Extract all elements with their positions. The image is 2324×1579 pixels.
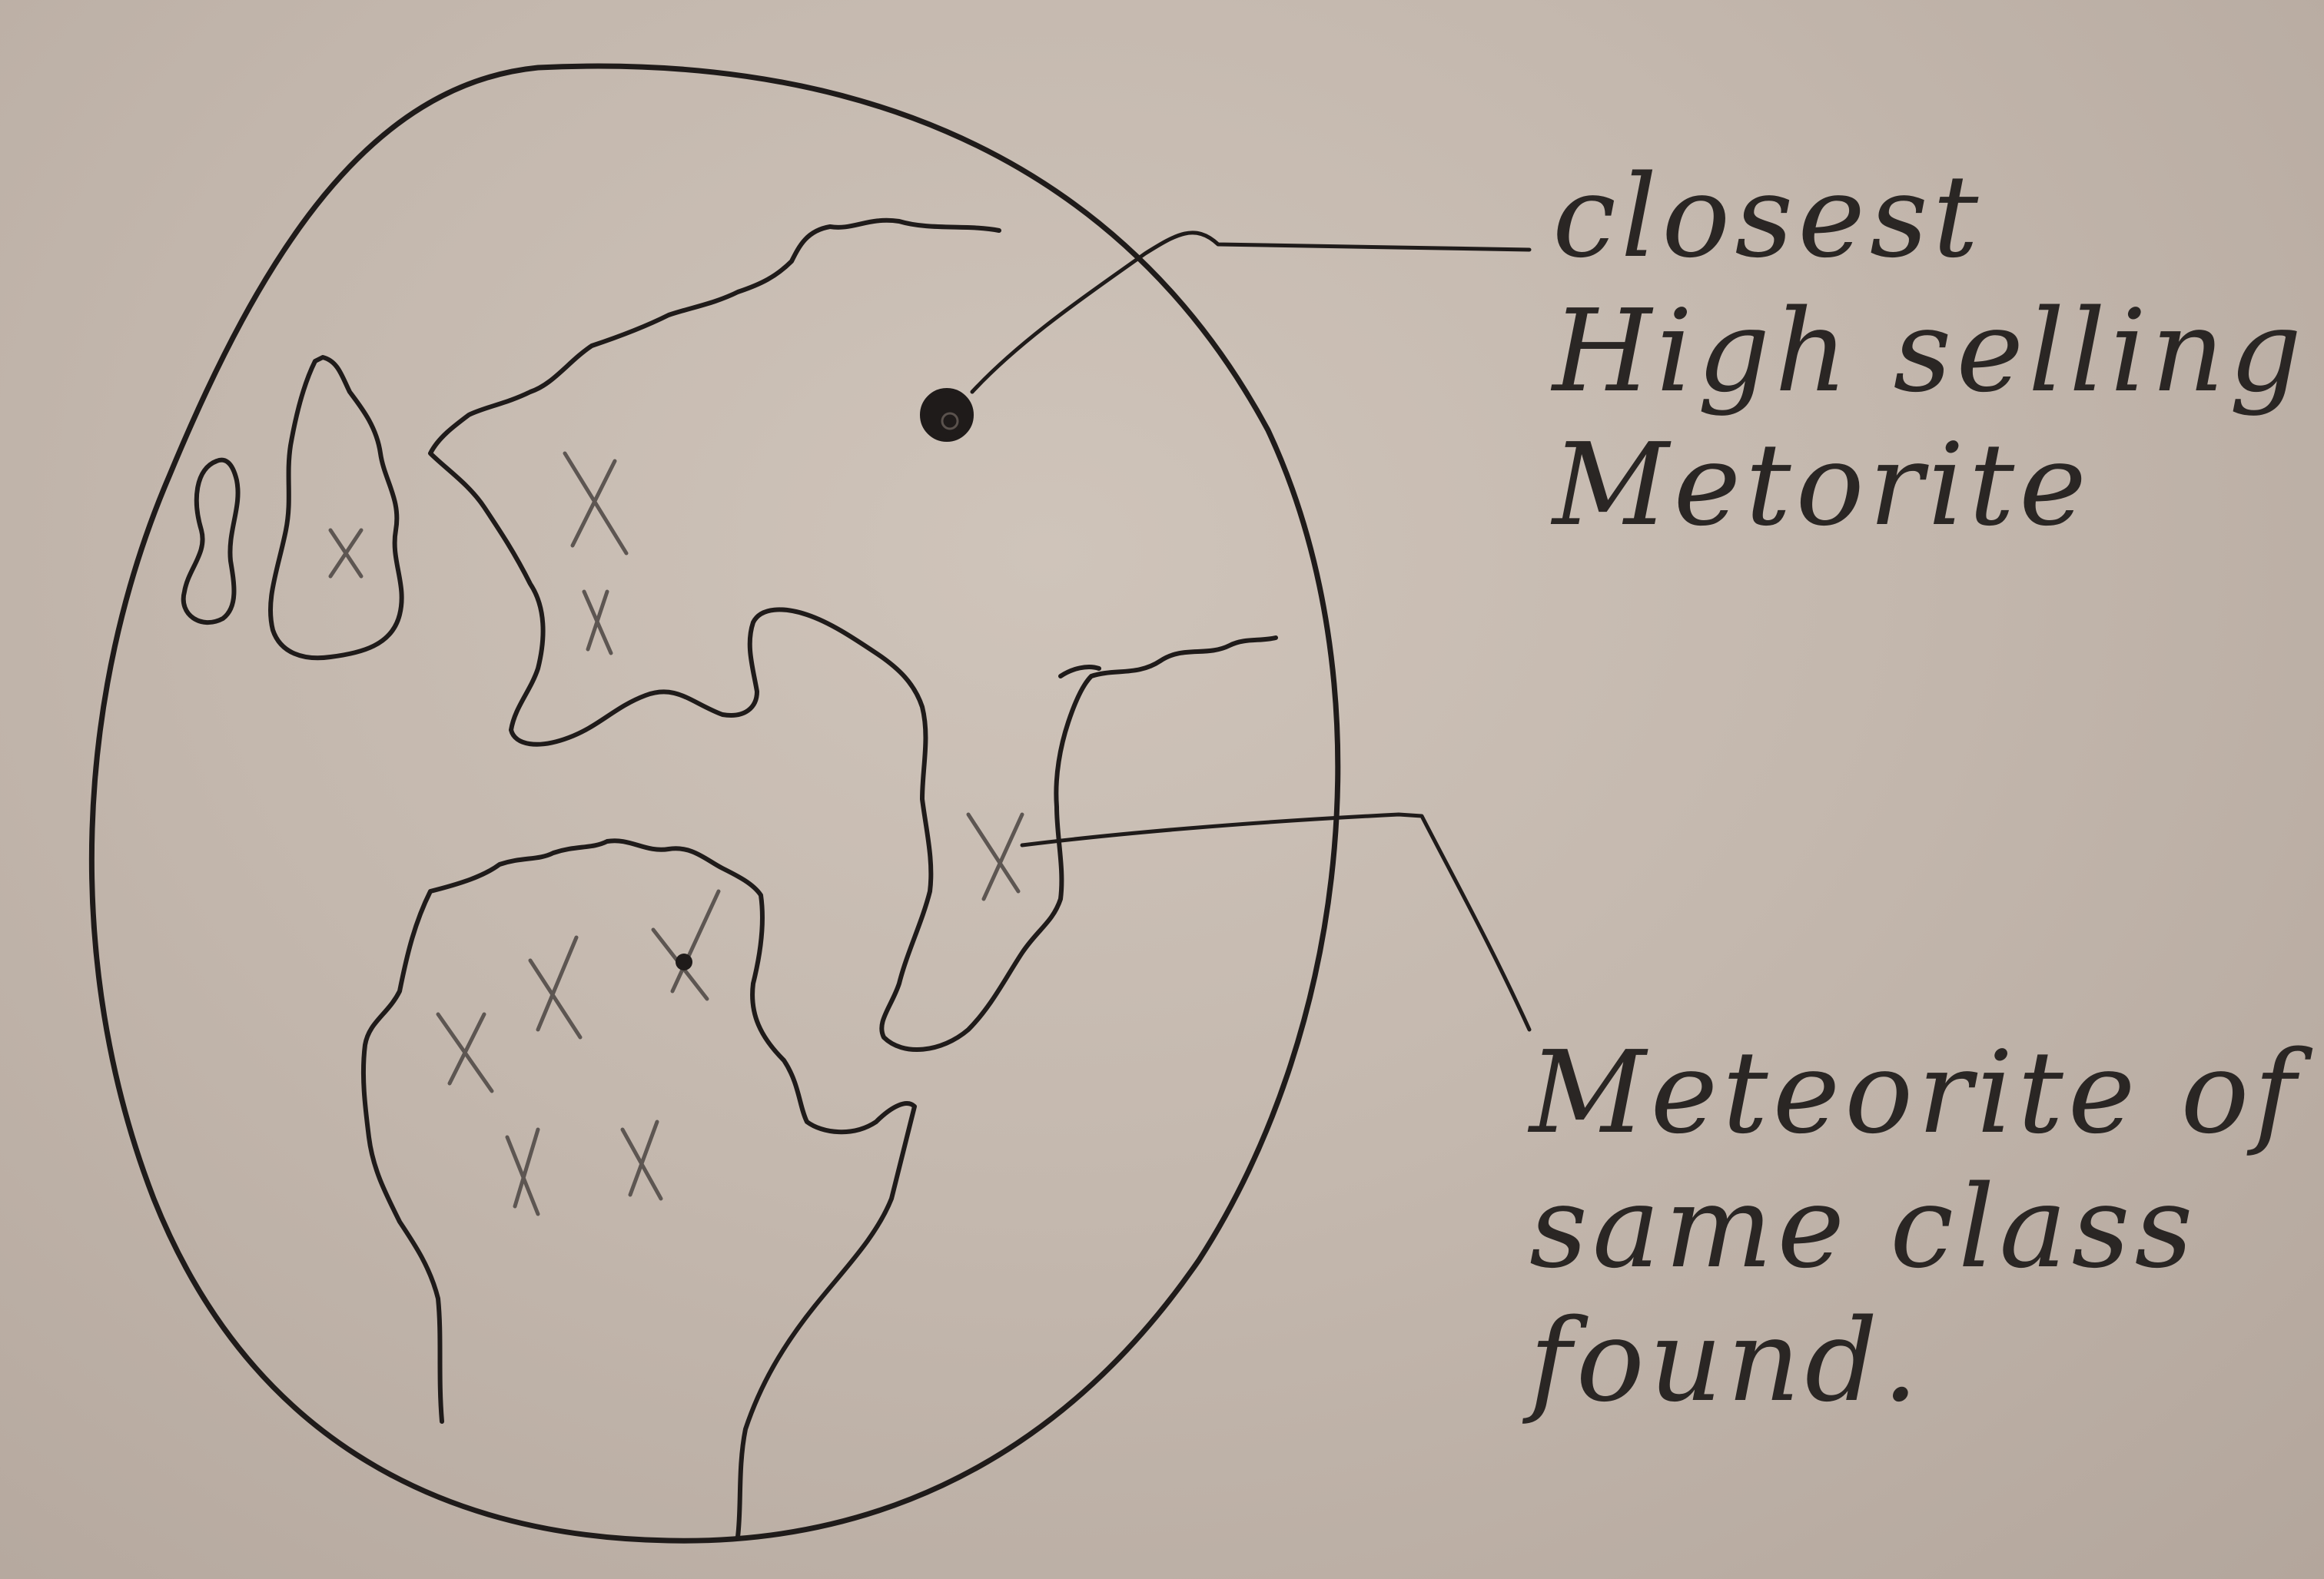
found-meteorite-dot [676,954,692,970]
land-south [360,838,917,1539]
x-marker [966,812,1024,901]
land-east-coast [1058,665,1101,678]
leader-line-bottom [1020,812,1532,1032]
x-marker [651,889,721,1001]
x-marker [620,1120,663,1201]
globe-outline [88,63,1341,1544]
land-north [428,217,1278,1052]
x-marker [436,1012,494,1093]
annotation-line: High selling [1552,284,2307,417]
land-island-small [181,457,241,625]
x-marker [328,528,364,579]
x-marker [563,451,629,556]
annotation-closest-meteorite: closest High selling Metorite [1552,150,2306,552]
x-marker [505,1127,540,1216]
meteorite-x-markers [328,451,1024,1216]
closest-meteorite-dot-inner [941,412,959,430]
annotation-line: Metorite [1552,419,2091,552]
x-marker [582,589,613,655]
annotation-line: found. [1529,1295,1924,1428]
annotation-line: closest [1552,151,1984,283]
annotation-same-class: Meteorite of same class found. [1529,1026,2300,1428]
annotation-line: same class [1529,1160,2198,1293]
x-marker [528,935,583,1040]
meteorite-dots [676,388,974,970]
annotation-line: Meteorite of [1529,1027,2301,1159]
leader-line-top [970,231,1532,394]
land-west [268,355,404,661]
